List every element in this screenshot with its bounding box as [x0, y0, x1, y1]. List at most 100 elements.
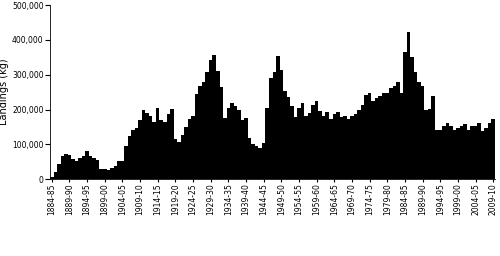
Bar	[74, 161, 78, 179]
Bar	[474, 126, 478, 179]
Bar	[237, 110, 240, 179]
Bar	[286, 97, 290, 179]
Bar	[336, 112, 340, 179]
Bar	[488, 123, 492, 179]
Bar	[177, 142, 180, 179]
Bar	[438, 130, 442, 179]
Bar	[149, 116, 152, 179]
Bar	[315, 101, 318, 179]
Bar	[166, 114, 170, 179]
Bar	[301, 103, 304, 179]
Bar	[57, 164, 60, 179]
Bar	[82, 156, 86, 179]
Bar	[258, 148, 262, 179]
Bar	[322, 116, 326, 179]
Bar	[484, 128, 488, 179]
Bar	[120, 161, 124, 179]
Bar	[297, 108, 301, 179]
Bar	[96, 160, 100, 179]
Bar	[142, 110, 146, 179]
Bar	[156, 108, 160, 179]
Bar	[375, 98, 378, 179]
Bar	[386, 93, 389, 179]
Bar	[71, 159, 74, 179]
Bar	[163, 122, 166, 179]
Bar	[170, 109, 173, 179]
Bar	[318, 111, 322, 179]
Bar	[414, 72, 418, 179]
Bar	[421, 86, 424, 179]
Bar	[446, 123, 449, 179]
Bar	[198, 86, 202, 179]
Bar	[418, 82, 421, 179]
Bar	[449, 126, 452, 179]
Bar	[184, 127, 188, 179]
Bar	[346, 119, 350, 179]
Bar	[226, 108, 230, 179]
Bar	[343, 116, 346, 179]
Bar	[372, 101, 375, 179]
Bar	[403, 52, 406, 179]
Bar	[400, 93, 403, 179]
Bar	[252, 144, 255, 179]
Bar	[248, 138, 252, 179]
Bar	[428, 109, 432, 179]
Bar	[340, 117, 343, 179]
Bar	[86, 151, 89, 179]
Bar	[378, 96, 382, 179]
Bar	[392, 86, 396, 179]
Bar	[216, 71, 220, 179]
Bar	[100, 169, 103, 179]
Bar	[354, 114, 358, 179]
Bar	[209, 60, 212, 179]
Bar	[195, 94, 198, 179]
Bar	[220, 87, 223, 179]
Bar	[230, 103, 234, 179]
Bar	[308, 113, 312, 179]
Bar	[283, 91, 286, 179]
Bar	[78, 158, 82, 179]
Bar	[280, 70, 283, 179]
Bar	[350, 116, 354, 179]
Bar	[103, 169, 106, 179]
Bar	[206, 72, 209, 179]
Bar	[406, 32, 410, 179]
Bar	[382, 93, 386, 179]
Y-axis label: Landings (kg): Landings (kg)	[0, 59, 10, 125]
Bar	[89, 156, 92, 179]
Bar	[54, 172, 57, 179]
Bar	[276, 56, 280, 179]
Bar	[114, 166, 117, 179]
Bar	[312, 105, 315, 179]
Bar	[174, 139, 177, 179]
Bar	[290, 106, 294, 179]
Bar	[470, 126, 474, 179]
Bar	[442, 126, 446, 179]
Bar	[432, 96, 435, 179]
Bar	[452, 130, 456, 179]
Bar	[481, 131, 484, 179]
Bar	[146, 113, 149, 179]
Bar	[223, 118, 226, 179]
Bar	[92, 158, 96, 179]
Bar	[68, 155, 71, 179]
Bar	[212, 55, 216, 179]
Bar	[466, 130, 470, 179]
Bar	[424, 110, 428, 179]
Bar	[64, 154, 68, 179]
Bar	[131, 130, 135, 179]
Bar	[110, 168, 114, 179]
Bar	[332, 114, 336, 179]
Bar	[396, 82, 400, 179]
Bar	[152, 122, 156, 179]
Bar	[266, 108, 269, 179]
Bar	[135, 128, 138, 179]
Bar	[255, 146, 258, 179]
Bar	[492, 119, 495, 179]
Bar	[188, 119, 192, 179]
Bar	[192, 116, 195, 179]
Bar	[329, 119, 332, 179]
Bar	[262, 143, 266, 179]
Bar	[234, 106, 237, 179]
Bar	[124, 146, 128, 179]
